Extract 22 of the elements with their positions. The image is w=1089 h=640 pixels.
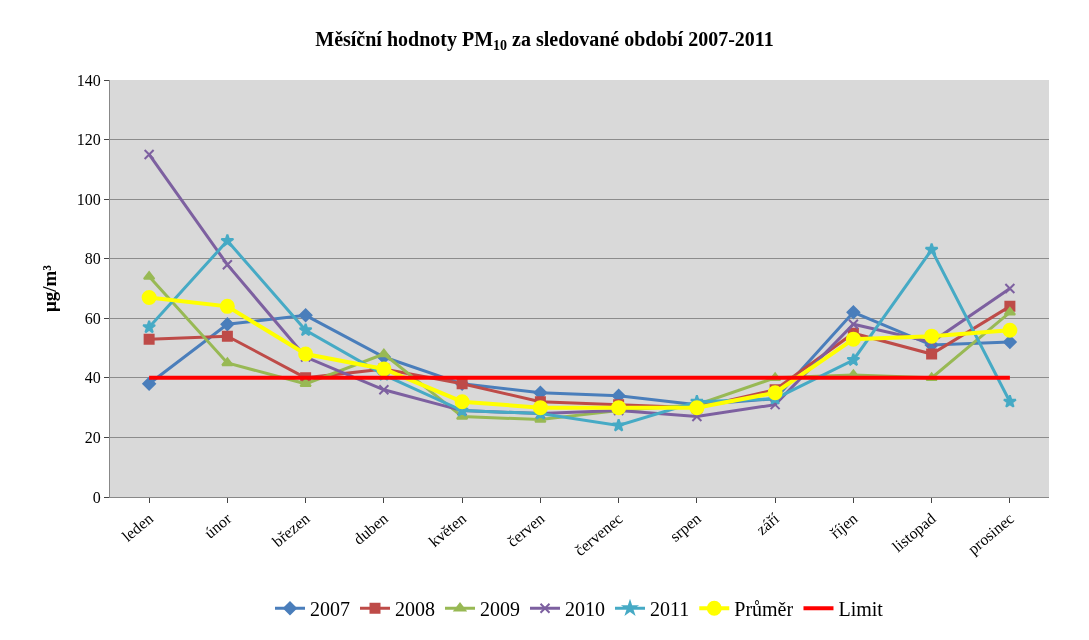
y-tick-label: 60 (84, 309, 101, 327)
legend-label: Limit (838, 598, 884, 621)
y-tick-label: 120 (76, 131, 101, 149)
legend-label: 2010 (565, 598, 605, 621)
legend-label: 2011 (650, 598, 690, 621)
x-tick-label: září (752, 509, 783, 539)
legend-label: 2008 (395, 598, 435, 621)
x-tick-label: říjen (827, 509, 862, 543)
x-tick-label: únor (201, 509, 235, 542)
legend-label: Průměr (734, 598, 794, 621)
y-tick-label: 100 (76, 190, 101, 208)
legend-label: 2007 (310, 598, 350, 621)
legend-label: 2009 (480, 598, 520, 621)
x-tick-label: leden (118, 509, 157, 545)
y-tick-label: 40 (84, 369, 101, 387)
y-axis-title: μg/m³ (38, 264, 60, 313)
y-tick-label: 80 (84, 250, 101, 268)
y-tick-label: 0 (92, 488, 101, 506)
chart-title: Měsíční hodnoty PM$_{10}$ za sledované období 2007-2011 (315, 28, 774, 54)
y-tick-label: 140 (76, 71, 101, 89)
y-tick-label: 20 (84, 429, 101, 447)
x-tick-label: srpen (666, 509, 705, 546)
